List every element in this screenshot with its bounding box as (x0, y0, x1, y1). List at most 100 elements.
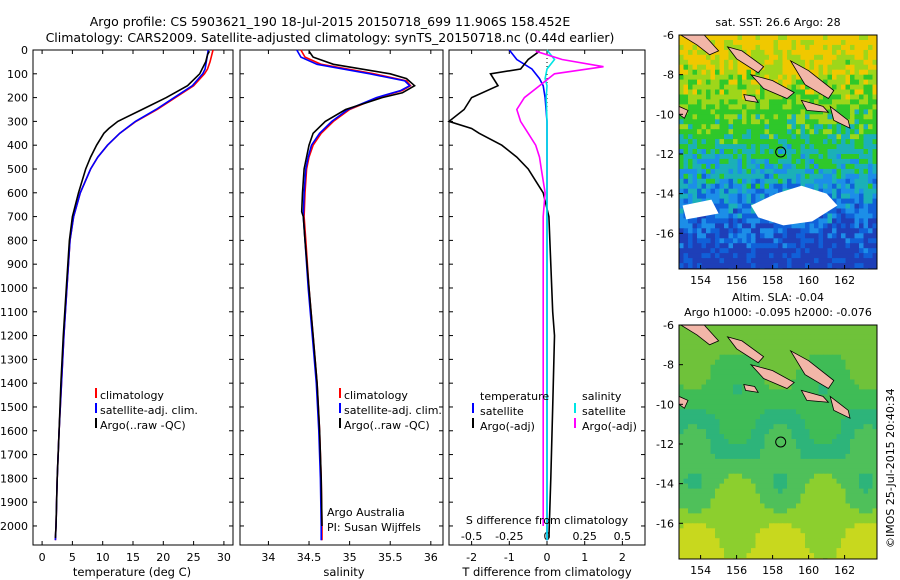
map-cell (823, 458, 829, 465)
map-cell (715, 213, 721, 220)
map-cell (800, 488, 806, 495)
map-cell (706, 394, 712, 400)
map-cell (827, 79, 833, 86)
map-cell (764, 518, 770, 524)
map-cell (823, 104, 829, 110)
map-cell (773, 233, 779, 239)
map-cell (683, 508, 689, 514)
map-cell (701, 543, 707, 549)
map-cell (683, 238, 689, 244)
map-cell (859, 394, 865, 400)
map-cell (872, 183, 877, 190)
map-cell (809, 49, 815, 56)
map-cell (742, 458, 748, 465)
map-cell (746, 493, 752, 500)
map-cell (818, 154, 824, 160)
map-cell (854, 114, 860, 120)
map-cell (737, 134, 743, 140)
map-cell (773, 54, 779, 61)
map-cell (733, 349, 739, 356)
map-cell (733, 40, 739, 46)
map-cell (742, 374, 748, 381)
map-cell (701, 503, 707, 510)
map-cell (751, 183, 757, 190)
map-cell (827, 468, 833, 475)
map-cell (692, 188, 698, 195)
map-cell (791, 54, 797, 61)
map-cell (863, 193, 869, 200)
map-cell (715, 114, 721, 120)
map-cell (791, 419, 797, 425)
map-cell (841, 104, 847, 110)
map-cell (751, 119, 757, 125)
map-cell (769, 173, 775, 180)
map-cell (841, 548, 847, 554)
map-cell (841, 248, 847, 254)
map-cell (764, 528, 770, 534)
map-cell (805, 349, 811, 356)
map-cell (859, 548, 865, 554)
map-cell (796, 158, 802, 165)
map-cell (800, 473, 806, 480)
map-cell (854, 119, 860, 125)
map-cell (724, 243, 730, 249)
map-cell (854, 399, 860, 405)
map-cell (827, 49, 833, 56)
map-cell (688, 523, 694, 529)
map-cell (818, 473, 824, 480)
map-cell (742, 379, 748, 386)
map-cell (809, 163, 815, 170)
map-cell (679, 243, 685, 249)
map-cell (742, 114, 748, 120)
map-cell (746, 453, 752, 460)
map-cell (769, 424, 775, 430)
map-cell (773, 64, 779, 71)
map-cell (823, 548, 829, 554)
map-cell (769, 394, 775, 400)
map2-title: Altim. SLA: -0.04 (732, 291, 824, 304)
map-cell (845, 493, 851, 500)
map-cell (836, 213, 842, 220)
map-cell (814, 330, 820, 336)
map-cell (769, 354, 775, 361)
map-cell (796, 334, 802, 341)
map-cell (760, 89, 766, 96)
map-cell (679, 203, 685, 210)
map-cell (859, 248, 865, 254)
map-cell (859, 193, 865, 200)
map-lat-label: -16 (656, 227, 674, 240)
map-cell (701, 213, 707, 220)
map-cell (854, 258, 860, 264)
map-cell (764, 344, 770, 351)
map-cell (836, 473, 842, 480)
map-cell (733, 419, 739, 425)
map-cell (809, 503, 815, 510)
map-cell (679, 434, 685, 440)
map-cell (809, 144, 815, 150)
map-cell (724, 154, 730, 160)
map-cell (728, 523, 734, 529)
map-cell (854, 228, 860, 234)
map-cell (737, 243, 743, 249)
map-cell (710, 40, 716, 46)
map-cell (823, 79, 829, 86)
map-cell (683, 193, 689, 200)
map-cell (859, 374, 865, 381)
map-cell (683, 248, 689, 254)
map-cell (764, 149, 770, 155)
map-cell (800, 124, 806, 130)
x-tick-label: 5 (69, 551, 76, 564)
map-cell (755, 223, 761, 229)
map-cell (760, 389, 766, 395)
map-cell (742, 424, 748, 430)
map-cell (850, 223, 856, 229)
map-cell (733, 124, 739, 130)
map-cell (787, 248, 793, 254)
map-cell (836, 99, 842, 105)
map-cell (746, 114, 752, 120)
map-cell (868, 369, 874, 376)
map-cell (719, 414, 725, 420)
map-cell (872, 394, 877, 400)
map-cell (778, 399, 784, 405)
map-cell (746, 404, 752, 410)
